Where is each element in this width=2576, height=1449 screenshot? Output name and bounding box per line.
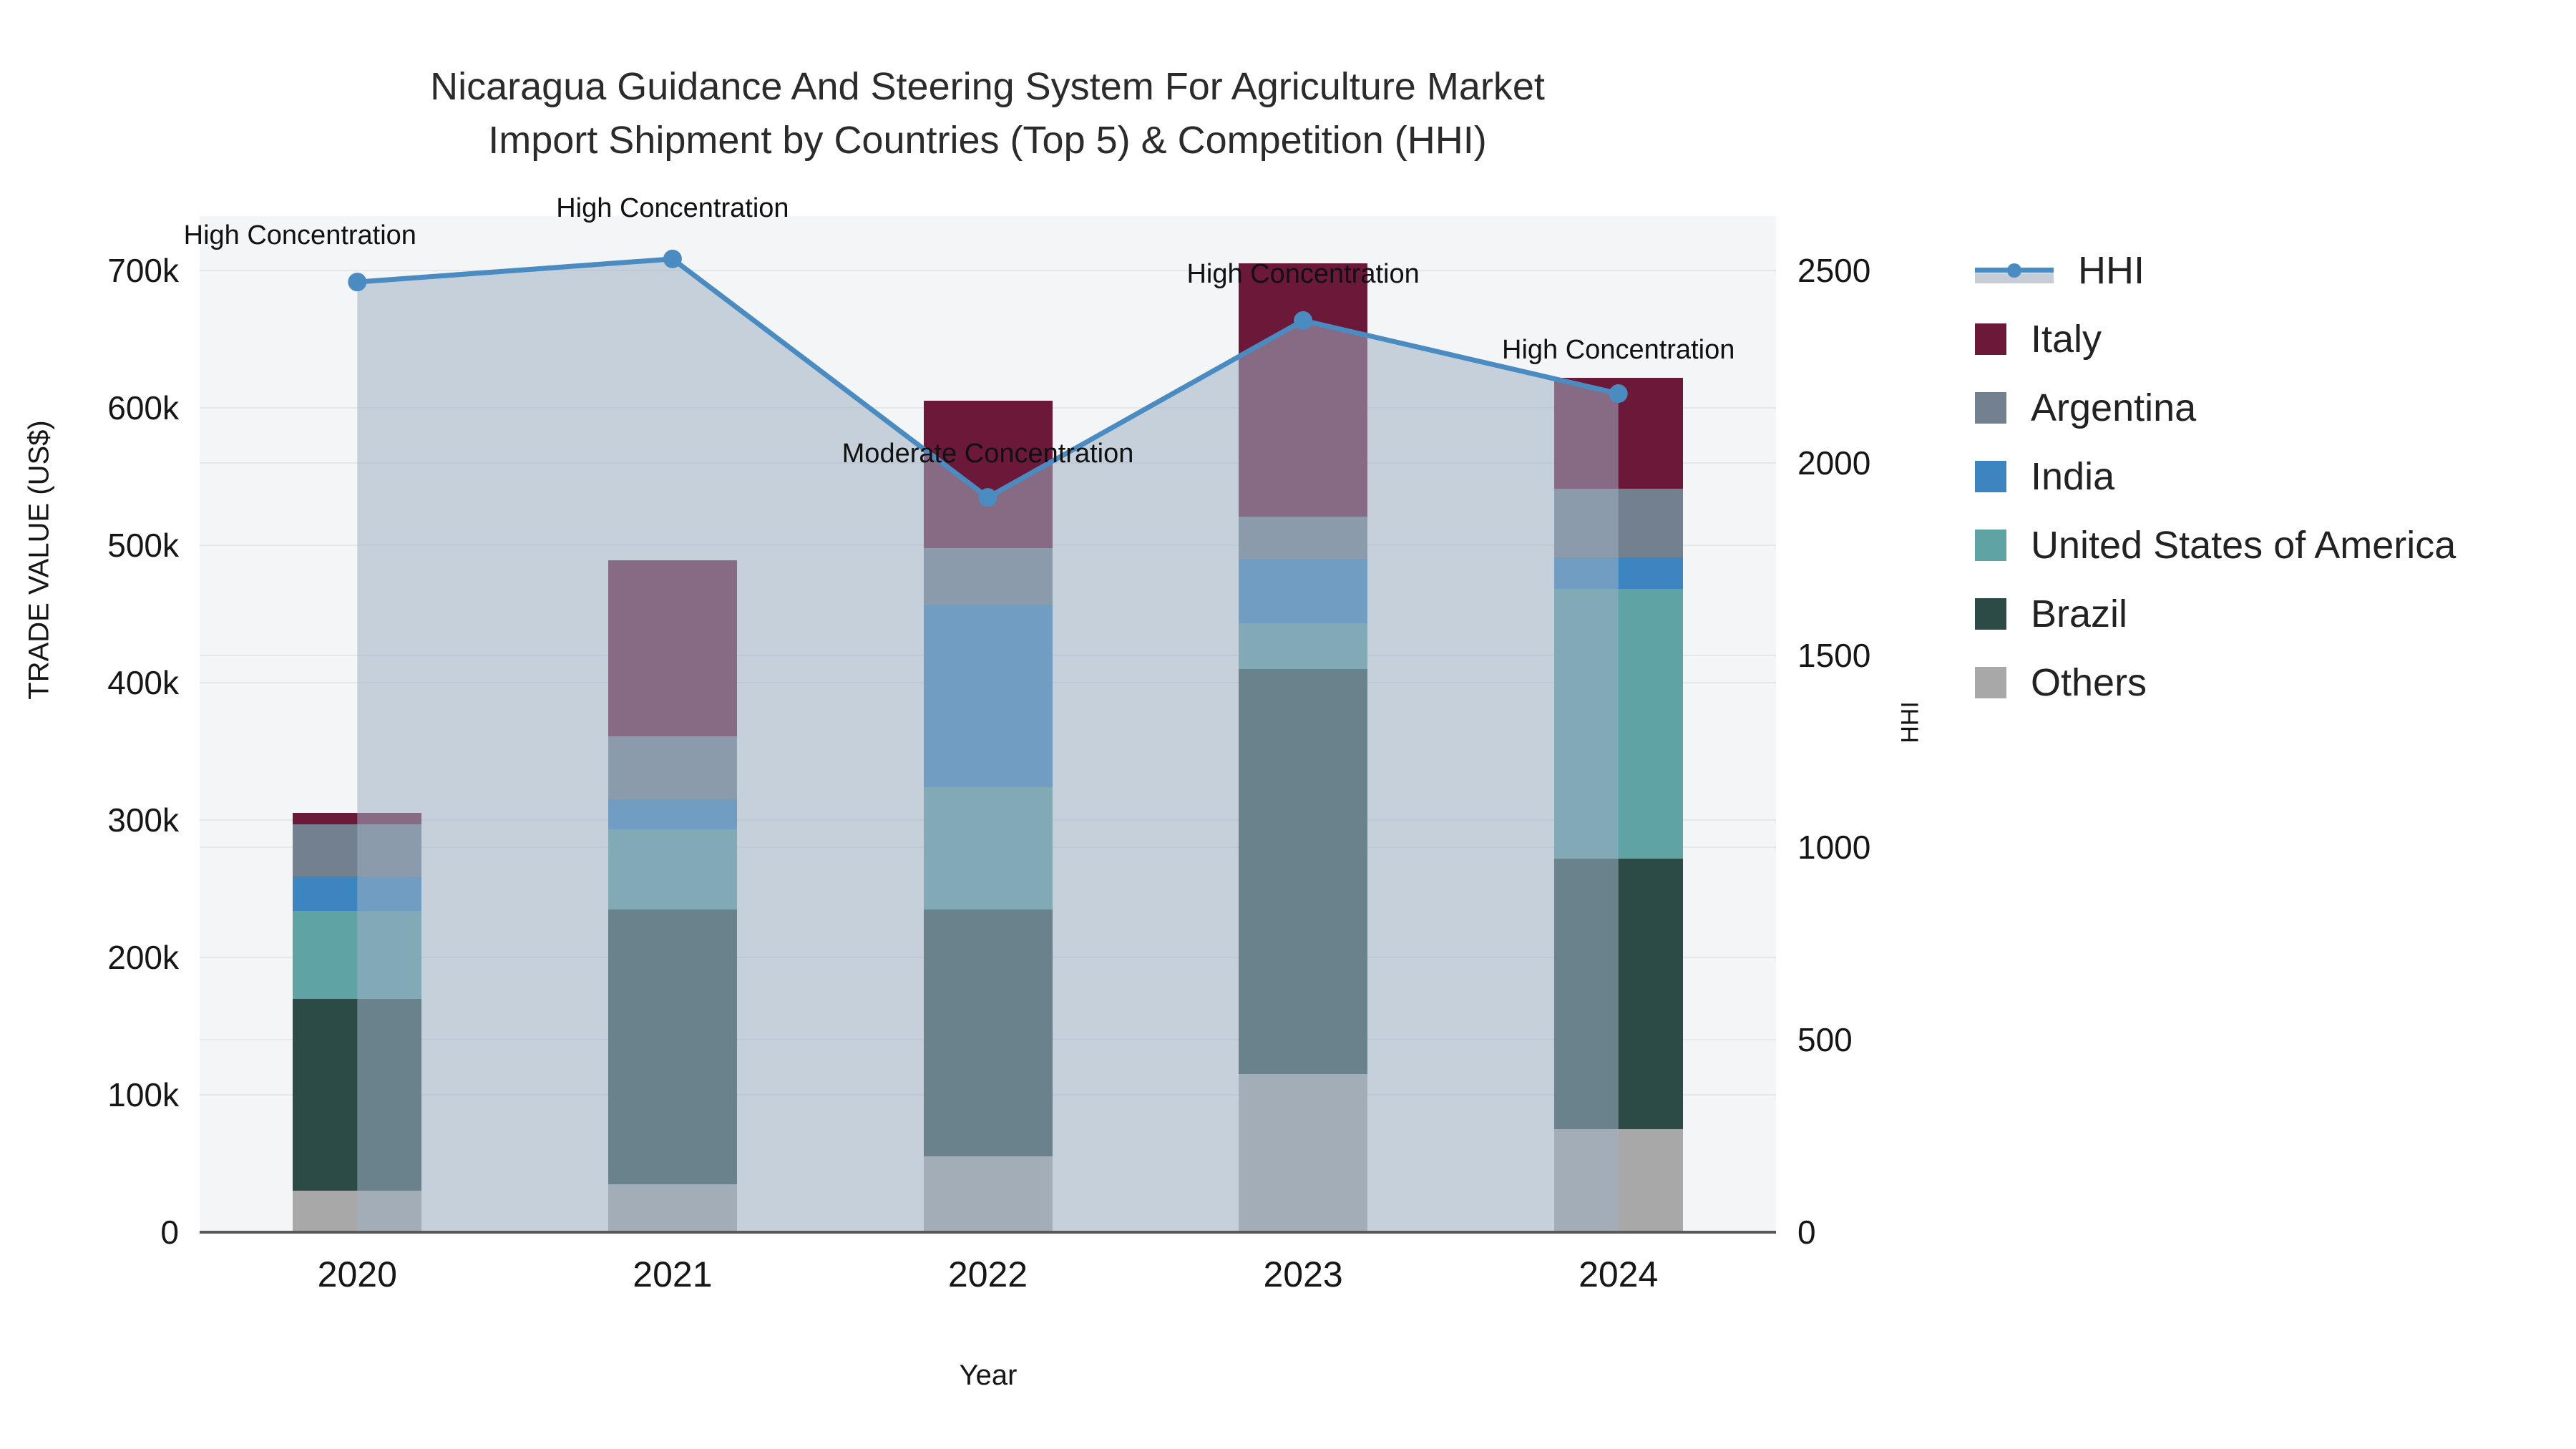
legend-item-argentina[interactable]: Argentina <box>1975 374 2562 442</box>
y-axis-left-label: TRADE VALUE (US$) <box>23 420 55 700</box>
hhi-annotation: High Concentration <box>1186 258 1420 289</box>
bar-stack-2024[interactable] <box>1553 216 1683 1232</box>
y-axis-right-label: HHI <box>1896 701 1924 743</box>
bar-segment[interactable] <box>923 786 1053 909</box>
bar-segment[interactable] <box>1239 559 1368 624</box>
x-tick-2021: 2021 <box>633 1254 713 1294</box>
y-tick-left: 700k <box>107 252 179 289</box>
bar-stack-2022[interactable] <box>923 216 1053 1232</box>
hhi-annotation: High Concentration <box>556 192 789 223</box>
x-axis-label: Year <box>959 1360 1018 1391</box>
bar-segment[interactable] <box>1553 557 1683 590</box>
bar-stack-2020[interactable] <box>293 216 422 1232</box>
legend-item-italy[interactable]: Italy <box>1975 305 2562 374</box>
bar-stack-2023[interactable] <box>1239 216 1368 1232</box>
bar-segment[interactable] <box>293 1191 422 1232</box>
y-tick-left: 600k <box>107 389 179 426</box>
bar-segment[interactable] <box>1239 668 1368 1075</box>
y-tick-right: 500 <box>1797 1021 1853 1059</box>
x-axis-line <box>200 1231 1776 1234</box>
bar-segment[interactable] <box>608 1184 737 1232</box>
bar-segment[interactable] <box>608 736 737 800</box>
legend-item-india[interactable]: India <box>1975 442 2562 511</box>
hhi-annotation: Moderate Concentration <box>841 439 1134 469</box>
bar-segment[interactable] <box>923 547 1053 605</box>
bar-segment[interactable] <box>1553 377 1683 489</box>
bar-segment[interactable] <box>608 799 737 830</box>
legend-label: Others <box>2031 661 2147 704</box>
bar-segment[interactable] <box>923 401 1053 548</box>
bar-segment[interactable] <box>1239 516 1368 560</box>
y-tick-left: 0 <box>160 1214 179 1251</box>
x-tick-2024: 2024 <box>1579 1254 1659 1294</box>
y-tick-left: 100k <box>107 1076 179 1113</box>
y-tick-right: 2500 <box>1797 252 1871 289</box>
hhi-annotation: High Concentration <box>183 220 416 251</box>
chart-title-line-2: Import Shipment by Countries (Top 5) & C… <box>488 118 1487 162</box>
x-tick-2020: 2020 <box>317 1254 397 1294</box>
x-tick-2022: 2022 <box>947 1254 1028 1294</box>
bar-segment[interactable] <box>1553 858 1683 1129</box>
legend-item-hhi[interactable]: HHI <box>1975 236 2562 305</box>
bar-segment[interactable] <box>608 560 737 736</box>
bar-segment[interactable] <box>1553 489 1683 558</box>
y-tick-right: 1000 <box>1797 829 1871 867</box>
y-tick-left: 200k <box>107 939 179 976</box>
bar-segment[interactable] <box>293 998 422 1191</box>
bar-segment[interactable] <box>1239 1074 1368 1232</box>
legend-swatch-icon <box>1975 530 2006 561</box>
y-tick-right: 0 <box>1797 1214 1816 1251</box>
bar-segment[interactable] <box>923 604 1053 787</box>
bar-segment[interactable] <box>293 824 422 877</box>
hhi-annotation: High Concentration <box>1502 335 1735 366</box>
y-tick-left: 500k <box>107 527 179 564</box>
bar-segment[interactable] <box>923 909 1053 1157</box>
legend-swatch-icon <box>1975 461 2006 492</box>
legend-label: United States of America <box>2031 524 2457 567</box>
bar-segment[interactable] <box>293 910 422 999</box>
chart-legend: HHI Italy Argentina India United States of A… <box>1975 236 2562 717</box>
legend-item-brazil[interactable]: Brazil <box>1975 580 2562 648</box>
bar-segment[interactable] <box>293 876 422 911</box>
legend-label: India <box>2031 455 2115 498</box>
legend-item-united-states-of-america[interactable]: United States of America <box>1975 511 2562 580</box>
chart-title: Nicaragua Guidance And Steering System F… <box>0 60 1975 167</box>
bar-segment[interactable] <box>1239 263 1368 517</box>
bar-segment[interactable] <box>608 909 737 1184</box>
bar-segment[interactable] <box>1553 1129 1683 1232</box>
y-tick-right: 1500 <box>1797 636 1871 674</box>
legend-swatch-icon <box>1975 667 2006 698</box>
legend-swatch-icon <box>1975 392 2006 424</box>
bar-segment[interactable] <box>1239 623 1368 669</box>
legend-swatch-icon <box>1975 323 2006 355</box>
legend-swatch-icon <box>1975 598 2006 630</box>
bar-segment[interactable] <box>608 829 737 909</box>
plot-area: High Concentration High Concentration Mode… <box>184 193 1776 1233</box>
y-tick-left: 300k <box>107 801 179 839</box>
legend-label: Argentina <box>2031 386 2197 429</box>
chart-title-line-1: Nicaragua Guidance And Steering System F… <box>430 65 1545 108</box>
bar-stack-2021[interactable] <box>608 216 737 1232</box>
legend-item-others[interactable]: Others <box>1975 648 2562 717</box>
y-tick-left: 400k <box>107 664 179 701</box>
bar-segment[interactable] <box>923 1156 1053 1232</box>
y-tick-right: 2000 <box>1797 444 1871 482</box>
x-tick-2023: 2023 <box>1263 1254 1343 1294</box>
bar-segment[interactable] <box>293 813 422 824</box>
legend-label: Brazil <box>2031 592 2128 635</box>
legend-label: Italy <box>2031 318 2102 361</box>
legend-label: HHI <box>2078 249 2145 292</box>
bar-segment[interactable] <box>1553 589 1683 859</box>
legend-line-marker-icon <box>1975 255 2054 286</box>
